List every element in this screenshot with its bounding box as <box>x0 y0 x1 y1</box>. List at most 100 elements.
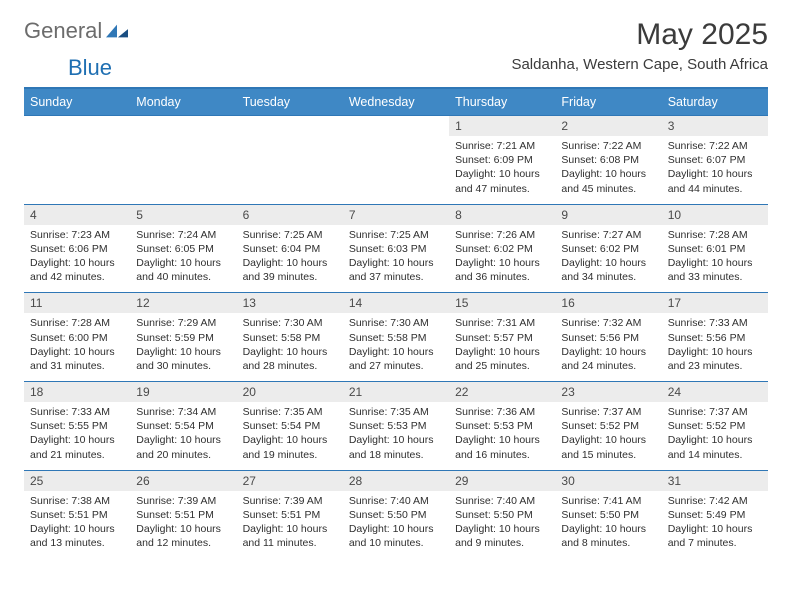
calendar-day-cell: 19Sunrise: 7:34 AMSunset: 5:54 PMDayligh… <box>130 382 236 471</box>
daylight-text: Daylight: 10 hours and 39 minutes. <box>243 256 337 284</box>
day-details: Sunrise: 7:37 AMSunset: 5:52 PMDaylight:… <box>555 402 661 470</box>
day-number: 22 <box>449 382 555 402</box>
sunset-text: Sunset: 5:50 PM <box>455 508 549 522</box>
sunset-text: Sunset: 6:09 PM <box>455 153 549 167</box>
daylight-text: Daylight: 10 hours and 33 minutes. <box>668 256 762 284</box>
calendar-week-row: 25Sunrise: 7:38 AMSunset: 5:51 PMDayligh… <box>24 470 768 558</box>
sunset-text: Sunset: 5:59 PM <box>136 331 230 345</box>
sunrise-text: Sunrise: 7:40 AM <box>455 494 549 508</box>
calendar-day-cell: 27Sunrise: 7:39 AMSunset: 5:51 PMDayligh… <box>237 470 343 558</box>
sunset-text: Sunset: 5:51 PM <box>30 508 124 522</box>
sunrise-text: Sunrise: 7:31 AM <box>455 316 549 330</box>
calendar-day-cell: 7Sunrise: 7:25 AMSunset: 6:03 PMDaylight… <box>343 204 449 293</box>
calendar-header-row: SundayMondayTuesdayWednesdayThursdayFrid… <box>24 88 768 116</box>
sunset-text: Sunset: 5:51 PM <box>243 508 337 522</box>
calendar-day-cell: 5Sunrise: 7:24 AMSunset: 6:05 PMDaylight… <box>130 204 236 293</box>
day-details: Sunrise: 7:40 AMSunset: 5:50 PMDaylight:… <box>343 491 449 559</box>
day-details: Sunrise: 7:30 AMSunset: 5:58 PMDaylight:… <box>343 313 449 381</box>
sunrise-text: Sunrise: 7:42 AM <box>668 494 762 508</box>
sunrise-text: Sunrise: 7:29 AM <box>136 316 230 330</box>
day-details: Sunrise: 7:26 AMSunset: 6:02 PMDaylight:… <box>449 225 555 293</box>
calendar-day-cell: 26Sunrise: 7:39 AMSunset: 5:51 PMDayligh… <box>130 470 236 558</box>
day-details: Sunrise: 7:35 AMSunset: 5:53 PMDaylight:… <box>343 402 449 470</box>
daylight-text: Daylight: 10 hours and 28 minutes. <box>243 345 337 373</box>
sunset-text: Sunset: 5:54 PM <box>136 419 230 433</box>
day-number: 30 <box>555 471 661 491</box>
calendar-table: SundayMondayTuesdayWednesdayThursdayFrid… <box>24 87 768 558</box>
sunrise-text: Sunrise: 7:35 AM <box>243 405 337 419</box>
calendar-day-cell: 18Sunrise: 7:33 AMSunset: 5:55 PMDayligh… <box>24 382 130 471</box>
day-details: Sunrise: 7:29 AMSunset: 5:59 PMDaylight:… <box>130 313 236 381</box>
day-number: 11 <box>24 293 130 313</box>
day-number: 2 <box>555 116 661 136</box>
day-details: Sunrise: 7:34 AMSunset: 5:54 PMDaylight:… <box>130 402 236 470</box>
day-details: Sunrise: 7:23 AMSunset: 6:06 PMDaylight:… <box>24 225 130 293</box>
calendar-day-cell: 15Sunrise: 7:31 AMSunset: 5:57 PMDayligh… <box>449 293 555 382</box>
daylight-text: Daylight: 10 hours and 14 minutes. <box>668 433 762 461</box>
sunrise-text: Sunrise: 7:32 AM <box>561 316 655 330</box>
daylight-text: Daylight: 10 hours and 9 minutes. <box>455 522 549 550</box>
logo-text-blue: Blue <box>68 55 112 81</box>
sunrise-text: Sunrise: 7:38 AM <box>30 494 124 508</box>
calendar-day-cell: 24Sunrise: 7:37 AMSunset: 5:52 PMDayligh… <box>662 382 768 471</box>
daylight-text: Daylight: 10 hours and 12 minutes. <box>136 522 230 550</box>
calendar-day-cell: 16Sunrise: 7:32 AMSunset: 5:56 PMDayligh… <box>555 293 661 382</box>
day-number: 14 <box>343 293 449 313</box>
sunrise-text: Sunrise: 7:36 AM <box>455 405 549 419</box>
daylight-text: Daylight: 10 hours and 11 minutes. <box>243 522 337 550</box>
sunrise-text: Sunrise: 7:26 AM <box>455 228 549 242</box>
day-details: Sunrise: 7:21 AMSunset: 6:09 PMDaylight:… <box>449 136 555 204</box>
sunrise-text: Sunrise: 7:27 AM <box>561 228 655 242</box>
weekday-header: Sunday <box>24 88 130 116</box>
daylight-text: Daylight: 10 hours and 10 minutes. <box>349 522 443 550</box>
sunrise-text: Sunrise: 7:37 AM <box>561 405 655 419</box>
calendar-day-cell <box>130 116 236 205</box>
daylight-text: Daylight: 10 hours and 13 minutes. <box>30 522 124 550</box>
weekday-header: Thursday <box>449 88 555 116</box>
sunrise-text: Sunrise: 7:28 AM <box>30 316 124 330</box>
logo-text-general: General <box>24 18 102 44</box>
calendar-day-cell: 28Sunrise: 7:40 AMSunset: 5:50 PMDayligh… <box>343 470 449 558</box>
day-details: Sunrise: 7:24 AMSunset: 6:05 PMDaylight:… <box>130 225 236 293</box>
day-details: Sunrise: 7:25 AMSunset: 6:03 PMDaylight:… <box>343 225 449 293</box>
sunset-text: Sunset: 6:03 PM <box>349 242 443 256</box>
sunrise-text: Sunrise: 7:21 AM <box>455 139 549 153</box>
calendar-day-cell: 13Sunrise: 7:30 AMSunset: 5:58 PMDayligh… <box>237 293 343 382</box>
day-number: 6 <box>237 205 343 225</box>
day-number: 15 <box>449 293 555 313</box>
day-details: Sunrise: 7:22 AMSunset: 6:08 PMDaylight:… <box>555 136 661 204</box>
day-number: 26 <box>130 471 236 491</box>
sunset-text: Sunset: 5:58 PM <box>243 331 337 345</box>
daylight-text: Daylight: 10 hours and 36 minutes. <box>455 256 549 284</box>
day-number <box>24 116 130 122</box>
sunset-text: Sunset: 6:02 PM <box>455 242 549 256</box>
day-number: 18 <box>24 382 130 402</box>
day-details: Sunrise: 7:28 AMSunset: 6:01 PMDaylight:… <box>662 225 768 293</box>
sunrise-text: Sunrise: 7:39 AM <box>136 494 230 508</box>
weekday-header: Saturday <box>662 88 768 116</box>
calendar-day-cell: 2Sunrise: 7:22 AMSunset: 6:08 PMDaylight… <box>555 116 661 205</box>
day-details: Sunrise: 7:41 AMSunset: 5:50 PMDaylight:… <box>555 491 661 559</box>
sunset-text: Sunset: 6:00 PM <box>30 331 124 345</box>
daylight-text: Daylight: 10 hours and 19 minutes. <box>243 433 337 461</box>
daylight-text: Daylight: 10 hours and 8 minutes. <box>561 522 655 550</box>
sunset-text: Sunset: 5:50 PM <box>349 508 443 522</box>
sunrise-text: Sunrise: 7:30 AM <box>349 316 443 330</box>
daylight-text: Daylight: 10 hours and 21 minutes. <box>30 433 124 461</box>
calendar-day-cell: 8Sunrise: 7:26 AMSunset: 6:02 PMDaylight… <box>449 204 555 293</box>
day-number: 31 <box>662 471 768 491</box>
calendar-day-cell: 10Sunrise: 7:28 AMSunset: 6:01 PMDayligh… <box>662 204 768 293</box>
calendar-day-cell: 14Sunrise: 7:30 AMSunset: 5:58 PMDayligh… <box>343 293 449 382</box>
calendar-day-cell: 30Sunrise: 7:41 AMSunset: 5:50 PMDayligh… <box>555 470 661 558</box>
sunset-text: Sunset: 5:58 PM <box>349 331 443 345</box>
logo: General <box>24 18 130 44</box>
sunset-text: Sunset: 5:56 PM <box>561 331 655 345</box>
daylight-text: Daylight: 10 hours and 15 minutes. <box>561 433 655 461</box>
calendar-day-cell: 4Sunrise: 7:23 AMSunset: 6:06 PMDaylight… <box>24 204 130 293</box>
day-number: 21 <box>343 382 449 402</box>
day-number: 8 <box>449 205 555 225</box>
calendar-day-cell: 11Sunrise: 7:28 AMSunset: 6:00 PMDayligh… <box>24 293 130 382</box>
sunrise-text: Sunrise: 7:37 AM <box>668 405 762 419</box>
daylight-text: Daylight: 10 hours and 25 minutes. <box>455 345 549 373</box>
day-number <box>343 116 449 122</box>
